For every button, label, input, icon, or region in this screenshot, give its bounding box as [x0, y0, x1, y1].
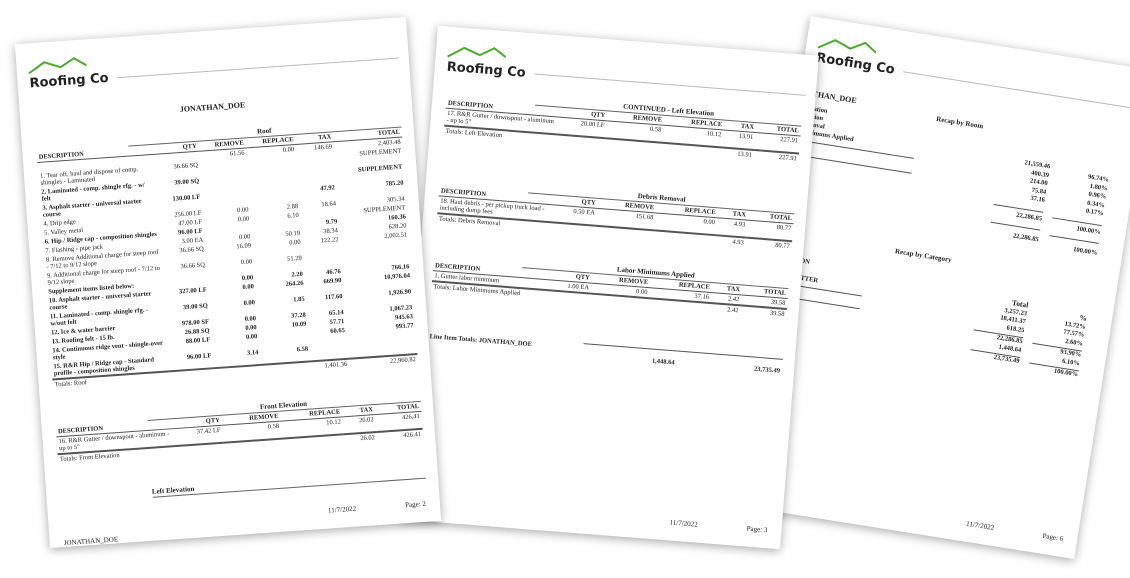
roof-section: Roof DESCRIPTION QTY REMOVE REPLACE TAX TOTAL 6…: [36, 117, 419, 390]
page-footer: 11/7/2022 Page: 6: [751, 485, 1064, 543]
header-divider: [534, 73, 806, 96]
company-logo: Roofing Co: [812, 31, 907, 85]
totals-total: 426.41: [376, 428, 424, 442]
room-total: 22,286.85: [988, 221, 1041, 245]
recap-by-category-title: Recap by Category: [894, 247, 953, 265]
totals-tax: 4.93: [715, 235, 747, 248]
category-amounts: Total 3,257.23 18,411.37 618.25 22,286.8…: [969, 294, 1029, 367]
debris-removal-section: Debris Removal DESCRIPTION QTY REMOVE REPLAC…: [436, 176, 796, 252]
room-amounts: 21,559.46 400.39 214.00 75.84 37.16 22,2…: [988, 156, 1051, 245]
category-percents: % 13.72% 77.57% 2.60% 93.90% 6.10% 100.0…: [1027, 307, 1088, 380]
room-subtotal: 22,286.85: [991, 203, 1044, 224]
page-number: Page: 3: [746, 524, 768, 535]
totals-tax: 1,401.36: [310, 358, 350, 372]
room-labels: vation ation moval inimums Applied: [802, 105, 920, 174]
logo-text: Roofing Co: [446, 59, 527, 81]
line-item-totals-total: 23,735.49: [676, 351, 783, 376]
roof-logo-icon: [28, 57, 88, 75]
footer-name: JONATHAN_DOE: [63, 535, 119, 548]
front-elevation-section: Front Elevation DESCRIPTION QTY REMOVE REPLA…: [55, 391, 424, 465]
roof-logo-icon: [447, 46, 507, 58]
header-divider: [117, 57, 399, 79]
company-logo: Roofing Co: [444, 41, 537, 88]
footer-date: 11/7/2022: [669, 518, 698, 529]
left-elevation-title: Left Elevation: [151, 468, 427, 498]
room-subtotal-pct: 100.00%: [1050, 216, 1102, 237]
document-page-3: Roofing Co CONTINUED - Left Elevation DES…: [399, 25, 819, 550]
company-logo: Roofing Co: [26, 51, 119, 97]
totals-tax: 13.91: [721, 147, 755, 160]
labor-minimums-section: Labor Minimums Applied DESCRIPTION QTY REMO…: [431, 251, 790, 319]
footer-date: 11/7/2022: [327, 504, 357, 515]
document-page-6: Roofing Co THAN_DOE Recap by Room vation…: [733, 16, 1130, 559]
footer-date: 11/7/2022: [965, 519, 995, 532]
next-section-heading: Left Elevation: [60, 468, 427, 505]
roof-logo-icon: [817, 39, 877, 54]
line-item-totals: Line Item Totals: JONATHAN_DOE 1,448.64 …: [427, 331, 783, 376]
room-percents: 96.74% 1.80% 0.96% 0.34% 0.17% 100.00% 1…: [1047, 169, 1109, 259]
line-item-totals-label: Line Item Totals: JONATHAN_DOE: [429, 332, 533, 348]
header-divider: [903, 71, 1130, 109]
page-number: Page: 6: [1041, 531, 1064, 543]
page-footer: 11/7/2022 Page: 2 JONATHAN_DOE: [63, 499, 427, 547]
document-page-2: Roofing Co JONATHAN_DOE Roof DESCRIPTION Q…: [14, 16, 442, 549]
customer-name: JONATHAN_DOE: [179, 100, 246, 114]
page-footer: 11/7/2022 Page: 3 DE: [415, 492, 768, 534]
totals-tax: 26.02: [343, 432, 378, 445]
left-elevation-section: CONTINUED - Left Elevation DESCRIPTION QTY…: [443, 89, 803, 164]
line-items-table: DESCRIPTION QTY REMOVE REPLACE TAX TOTAL 61.56…: [36, 127, 419, 390]
room-total-pct: 100.00%: [1047, 235, 1099, 259]
totals-tax: 2.42: [709, 303, 741, 316]
line-item-totals-tax: 1,448.64: [582, 343, 678, 368]
page-number: Page: 2: [404, 499, 427, 510]
totals-total: 227.91: [753, 149, 800, 164]
recap-by-room-title: Recap by Room: [935, 115, 984, 131]
customer-name: THAN_DOE: [811, 89, 858, 106]
